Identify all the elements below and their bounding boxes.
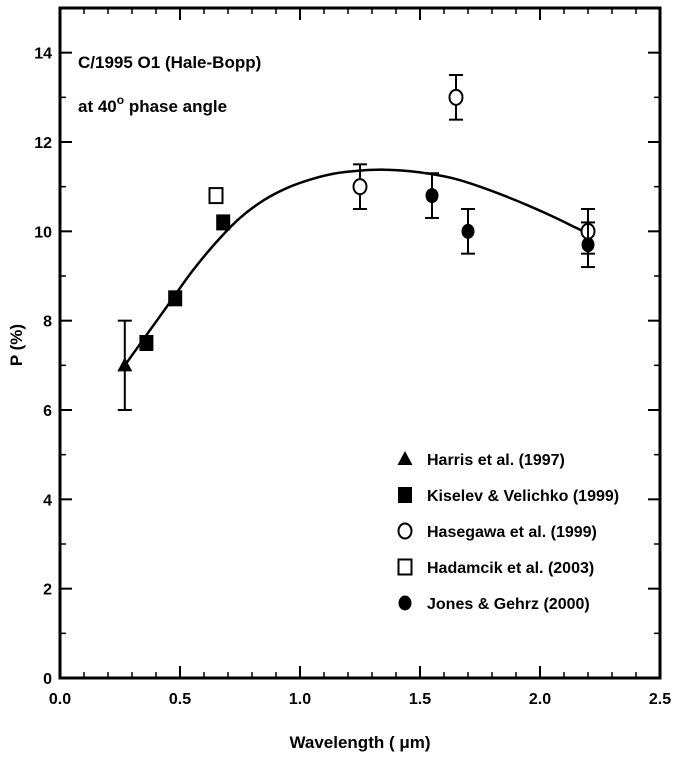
data-point-s1-p1 bbox=[168, 290, 183, 307]
x-axis-ticks: 0.0 0.5 1.0 1.5 2.0 2.5 bbox=[49, 8, 671, 708]
data-point-s4-p0 bbox=[425, 188, 439, 204]
data-point-s1-p0 bbox=[139, 335, 154, 351]
data-point-s4-p2 bbox=[581, 237, 595, 253]
y-axis-ticks: 0 2 4 6 8 10 12 14 bbox=[34, 46, 660, 688]
y-tick-label-0: 0 bbox=[43, 671, 52, 688]
y-tick-label-14: 14 bbox=[34, 46, 52, 63]
x-axis-label: Wavelength ( μm) bbox=[289, 733, 430, 752]
data-point-s2-p0 bbox=[352, 178, 368, 196]
legend-marker-1 bbox=[398, 487, 412, 503]
data-points bbox=[117, 74, 596, 411]
fit-curve-line bbox=[123, 168, 589, 367]
y-tick-label-2: 2 bbox=[43, 582, 52, 599]
x-tick-label-1.0: 1.0 bbox=[289, 691, 311, 708]
x-tick-label-0.5: 0.5 bbox=[169, 691, 191, 708]
plot-frame bbox=[58, 6, 662, 680]
legend-label-3: Hadamcik et al. (2003) bbox=[427, 560, 594, 577]
object-label: C/1995 O1 (Hale-Bopp) bbox=[78, 53, 261, 72]
legend-marker-3 bbox=[397, 558, 413, 576]
x-tick-label-2.5: 2.5 bbox=[649, 691, 671, 708]
legend-marker-2 bbox=[397, 522, 413, 540]
y-axis-label: P (%) bbox=[7, 324, 26, 366]
y-tick-label-12: 12 bbox=[34, 135, 52, 152]
legend-label-4: Jones & Gehrz (2000) bbox=[427, 596, 590, 613]
legend-marker-0 bbox=[397, 451, 413, 465]
data-point-s0-p0 bbox=[117, 357, 133, 372]
legend-label-1: Kiselev & Velichko (1999) bbox=[427, 488, 619, 505]
x-tick-label-0.0: 0.0 bbox=[49, 691, 71, 708]
y-tick-label-10: 10 bbox=[34, 224, 52, 241]
phase-angle-label: at 40o phase angle bbox=[78, 93, 227, 116]
data-point-s3-p0 bbox=[208, 187, 224, 205]
legend-marker-4 bbox=[398, 595, 412, 611]
legend: Harris et al. (1997) Kiselev & Velichko (… bbox=[397, 451, 619, 613]
legend-label-2: Hasegawa et al. (1999) bbox=[427, 524, 597, 541]
data-point-s1-p2 bbox=[216, 214, 231, 231]
x-tick-label-1.5: 1.5 bbox=[409, 691, 431, 708]
data-point-s2-p1 bbox=[448, 88, 464, 106]
legend-label-0: Harris et al. (1997) bbox=[427, 452, 565, 469]
y-tick-label-8: 8 bbox=[43, 314, 52, 331]
y-tick-label-6: 6 bbox=[43, 403, 52, 420]
x-tick-label-2.0: 2.0 bbox=[529, 691, 551, 708]
y-tick-label-4: 4 bbox=[43, 492, 52, 509]
data-point-s4-p1 bbox=[461, 223, 475, 239]
